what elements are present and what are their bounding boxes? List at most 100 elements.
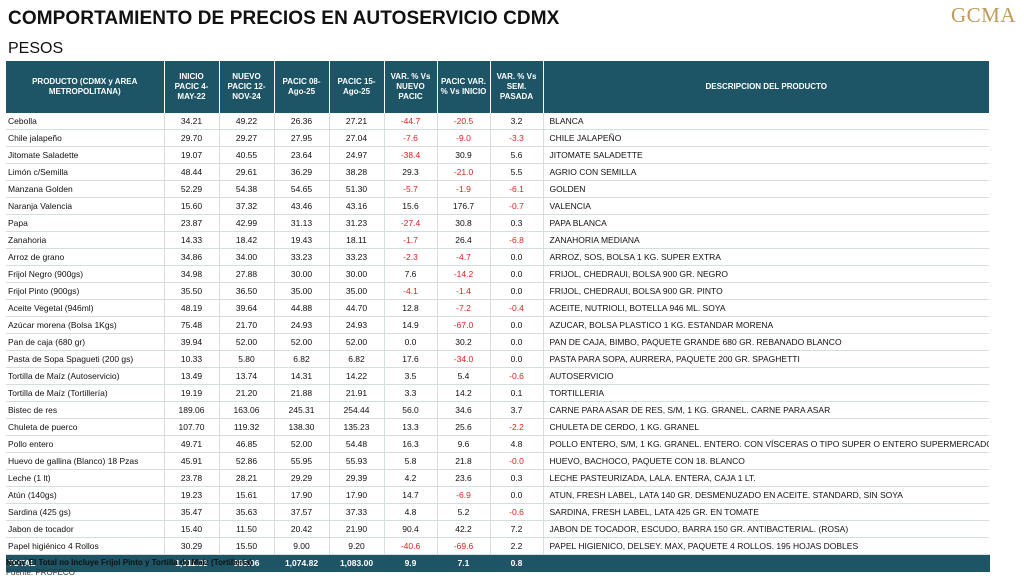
variation-cell: 9.9 [384,554,438,572]
variation-cell: 0.0 [490,248,544,266]
table-row: Aceite Vegetal (946ml) 48.19 39.64 44.88 44.… [6,299,989,317]
price-cell: 15.50 [219,537,275,555]
variation-cell: 14.7 [384,486,438,504]
price-cell: 34.98 [164,265,220,283]
column-header-producto: PRODUCTO (CDMX y AREA METROPOLITANA) [6,61,165,113]
table-row: Limón c/Semilla 48.44 29.61 36.29 38.28 29.3-… [6,163,989,181]
price-table: PRODUCTO (CDMX y AREA METROPOLITANA) INI… [6,61,990,572]
product-name-cell: Huevo de gallina (Blanco) 18 Pzas [6,452,165,470]
variation-cell: 0.0 [490,265,544,283]
variation-cell: -1.7 [384,231,438,249]
table-header-row: PRODUCTO (CDMX y AREA METROPOLITANA) INI… [6,61,989,113]
variation-cell: -7.2 [437,299,491,317]
variation-cell: 21.8 [437,452,491,470]
variation-cell: 9.6 [437,435,491,453]
price-cell: 38.28 [329,163,385,181]
product-name-cell: Limón c/Semilla [6,163,165,181]
column-header-var-nuevo-pacic: VAR. % Vs NUEVO PACIC [384,61,438,113]
price-cell: 35.00 [274,282,330,300]
product-name-cell: Tortilla de Maíz (Autoservicio) [6,367,165,385]
variation-cell: 2.2 [490,537,544,555]
variation-cell: 42.2 [437,520,491,538]
table-row: Huevo de gallina (Blanco) 18 Pzas 45.91 52… [6,452,989,470]
price-cell: 52.00 [329,333,385,351]
column-header-pacic-08-ago: PACIC 08-Ago-25 [274,61,330,113]
price-cell: 29.29 [274,469,330,487]
table-row: Frijol Negro (900gs) 34.98 27.88 30.00 30.00… [6,265,989,283]
table-row: Leche (1 lt) 23.78 28.21 29.29 29.39 4.2 23.6 0… [6,469,989,487]
price-cell: 11.50 [219,520,275,538]
product-description-cell: CHULETA DE CERDO, 1 KG. GRANEL [543,418,989,436]
variation-cell: 0.0 [490,333,544,351]
product-description-cell: PASTA PARA SOPA, AURRERA, PAQUETE 200 GR… [543,350,989,368]
product-description-cell: ARROZ, SOS, BOLSA 1 KG. SUPER EXTRA [543,248,989,266]
variation-cell: -1.9 [437,180,491,198]
price-cell: 37.57 [274,503,330,521]
product-description-cell: AGRIO CON SEMILLA [543,163,989,181]
variation-cell: 7.6 [384,265,438,283]
variation-cell: 7.2 [490,520,544,538]
price-cell: 36.50 [219,282,275,300]
price-cell: 27.95 [274,129,330,147]
product-name-cell: Sardina (425 gs) [6,503,165,521]
variation-cell: -27.4 [384,214,438,232]
price-cell: 37.33 [329,503,385,521]
variation-cell: 0.0 [490,316,544,334]
product-name-cell: Chile jalapeño [6,129,165,147]
table-row: Bistec de res 189.06 163.06 245.31 254.44 56.… [6,401,989,419]
price-cell: 189.06 [164,401,220,419]
source-note: Fuente: PROFECO [6,568,75,577]
gcma-logo: GCMA [950,3,1016,27]
product-description-cell: JITOMATE SALADETTE [543,146,989,164]
price-cell: 21.70 [219,316,275,334]
price-cell: 245.31 [274,401,330,419]
price-cell: 27.88 [219,265,275,283]
variation-cell: 0.3 [490,214,544,232]
variation-cell: 26.4 [437,231,491,249]
variation-cell: -4.7 [437,248,491,266]
product-name-cell: Jitomate Saladette [6,146,165,164]
price-cell: 18.42 [219,231,275,249]
variation-cell: 4.2 [384,469,438,487]
variation-cell: 0.0 [384,333,438,351]
product-name-cell: Frijol Negro (900gs) [6,265,165,283]
table-body: Cebolla 34.21 49.22 26.36 27.21 -44.7 -20.5 3.2… [6,113,990,572]
variation-cell: 34.6 [437,401,491,419]
price-cell: 49.71 [164,435,220,453]
price-cell: 75.48 [164,316,220,334]
product-description-cell: FRIJOL, CHEDRAUI, BOLSA 900 GR. NEGRO [543,265,989,283]
column-header-descripcion: DESCRIPCION DEL PRODUCTO [543,61,989,113]
price-cell: 21.91 [329,384,385,402]
price-cell: 30.00 [274,265,330,283]
product-description-cell: GOLDEN [543,180,989,198]
variation-cell: -0.4 [490,299,544,317]
variation-cell: 16.3 [384,435,438,453]
product-name-cell: Frijol Pinto (900gs) [6,282,165,300]
price-cell: 19.23 [164,486,220,504]
price-cell: 54.38 [219,180,275,198]
variation-cell: 5.2 [437,503,491,521]
variation-cell: 90.4 [384,520,438,538]
product-description-cell [543,554,990,572]
footnote: Nota: El Total no Incluye Frijol Pinto y… [6,558,253,567]
variation-cell: 5.4 [437,367,491,385]
price-cell: 15.60 [164,197,220,215]
variation-cell: 3.7 [490,401,544,419]
price-cell: 52.86 [219,452,275,470]
product-description-cell: PAN DE CAJA, BIMBO, PAQUETE GRANDE 680 G… [543,333,989,351]
price-cell: 1,074.82 [274,554,330,572]
price-cell: 51.30 [329,180,385,198]
price-cell: 44.88 [274,299,330,317]
product-description-cell: PAPEL HIGIENICO, DELSEY. MAX, PAQUETE 4 … [543,537,989,555]
price-cell: 33.23 [274,248,330,266]
price-cell: 52.29 [164,180,220,198]
product-description-cell: CHILE JALAPEÑO [543,129,989,147]
price-cell: 27.21 [329,113,385,130]
product-description-cell: LECHE PASTEURIZADA, LALA. ENTERA, CAJA 1… [543,469,989,487]
price-cell: 54.65 [274,180,330,198]
price-cell: 23.64 [274,146,330,164]
price-cell: 35.00 [329,282,385,300]
price-cell: 29.70 [164,129,220,147]
price-cell: 52.00 [274,435,330,453]
variation-cell: -14.2 [437,265,491,283]
